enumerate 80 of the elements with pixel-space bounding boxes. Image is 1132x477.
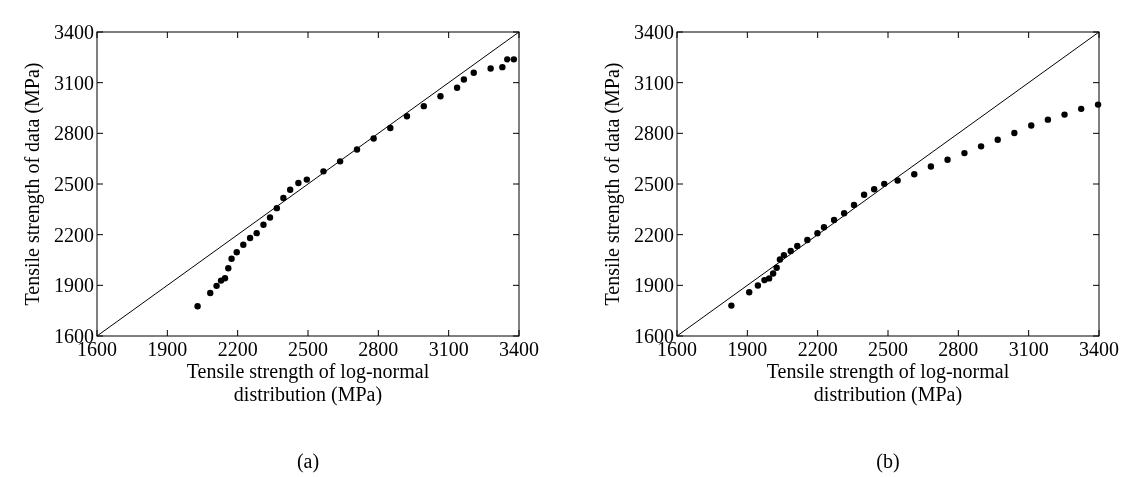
point: [911, 171, 918, 178]
x-tick-label: 2500: [868, 338, 908, 360]
point: [460, 76, 468, 83]
point: [470, 69, 477, 76]
point: [221, 275, 229, 282]
point: [1077, 105, 1085, 113]
point: [403, 113, 411, 120]
point: [194, 303, 201, 310]
x-tick-label: 2200: [797, 338, 838, 360]
point: [728, 302, 735, 309]
point: [773, 264, 780, 271]
x-tick-label: 2800: [358, 338, 399, 360]
point: [228, 255, 235, 263]
x-tick-label: 2800: [938, 338, 979, 360]
point: [207, 289, 214, 297]
point: [233, 249, 240, 256]
point: [504, 56, 511, 63]
point: [977, 143, 985, 150]
point: [420, 102, 428, 110]
point: [860, 191, 868, 199]
point: [780, 251, 788, 259]
y-tick-label: 2800: [634, 122, 674, 145]
point: [253, 229, 260, 237]
y-tick-label: 3400: [54, 21, 94, 43]
y-tick-label: 2500: [54, 173, 94, 195]
point: [1028, 122, 1035, 129]
y-tick-label: 3100: [54, 71, 94, 94]
point: [295, 179, 302, 187]
x-tick-label: 3400: [1079, 338, 1119, 360]
point: [794, 242, 801, 250]
x-tick-label: 2200: [217, 338, 258, 360]
x-axis-title: Tensile strength of log-normal distribution (MPa): [766, 360, 1010, 406]
point: [1044, 116, 1052, 123]
y-tick-label: 2200: [54, 223, 94, 246]
x-tick-label: 3100: [428, 338, 469, 360]
point: [246, 234, 254, 242]
point: [499, 63, 506, 71]
point: [280, 194, 287, 202]
y-axis-title: Tensile strength of data (MPa): [21, 62, 44, 306]
point: [894, 177, 901, 184]
y-axis-title: Tensile strength of data (MPa): [601, 62, 624, 306]
y-tick-label: 1900: [54, 274, 94, 297]
point: [303, 176, 311, 183]
point: [260, 221, 267, 228]
point: [266, 214, 274, 221]
x-tick-label: 3100: [1008, 338, 1049, 360]
x-tick-label: 1900: [147, 338, 188, 360]
x-tick-label: 2500: [288, 338, 328, 360]
point: [213, 282, 220, 290]
x-tick-label: 1900: [727, 338, 768, 360]
point: [510, 56, 518, 63]
point: [927, 163, 935, 170]
y-tick-label: 1900: [634, 274, 674, 297]
point: [754, 282, 762, 289]
point: [225, 265, 232, 272]
point: [765, 275, 773, 282]
point: [944, 156, 951, 163]
point: [1094, 101, 1102, 108]
point: [286, 186, 294, 193]
y-tick-label: 2200: [634, 223, 674, 246]
text: (a): [296, 450, 320, 473]
point: [994, 136, 1001, 143]
y-tick-label: 3400: [634, 21, 674, 43]
point: [850, 201, 858, 209]
point: [961, 149, 968, 157]
point: [487, 65, 494, 72]
y-tick-label: 2800: [54, 122, 94, 145]
x-tick-label: 3400: [499, 338, 539, 360]
point: [746, 289, 753, 296]
point: [453, 84, 461, 91]
x-axis-title: Tensile strength of log-normal distribution (MPa): [186, 360, 430, 406]
point: [870, 186, 878, 193]
point: [769, 270, 777, 277]
text: (b): [876, 450, 900, 473]
y-tick-label: 3100: [634, 71, 674, 94]
point: [240, 241, 247, 248]
point: [437, 92, 444, 100]
point: [1061, 111, 1068, 118]
y-tick-label: 2500: [634, 173, 674, 195]
point: [1011, 129, 1018, 137]
